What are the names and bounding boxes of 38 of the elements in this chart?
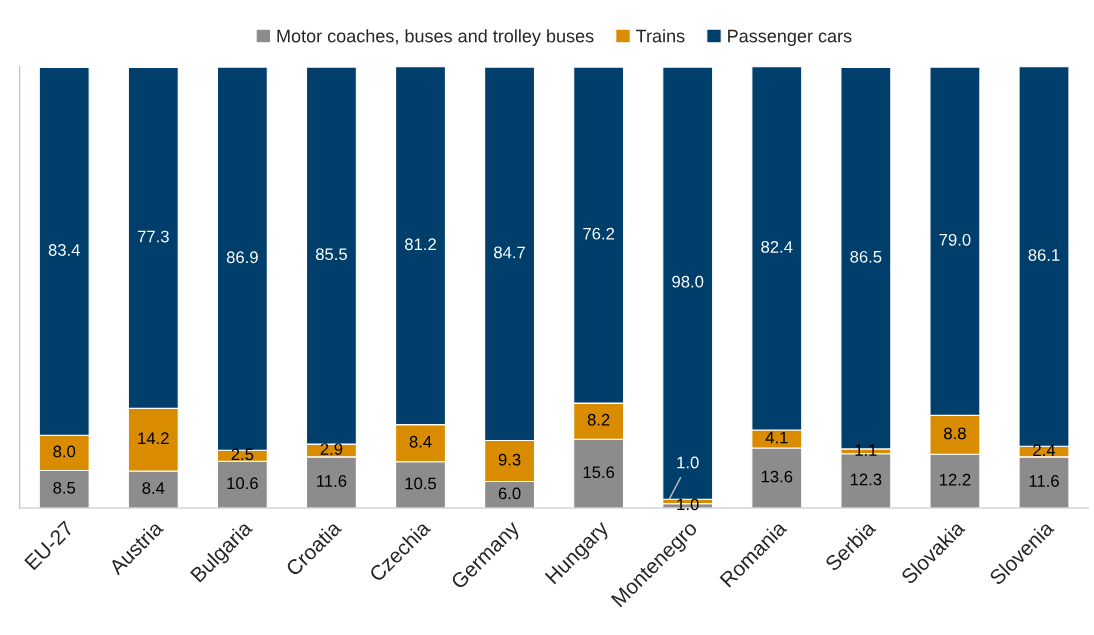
data-label: 2.9 xyxy=(320,443,343,455)
data-label: 2.4 xyxy=(1033,444,1056,456)
data-label: 11.6 xyxy=(1029,475,1059,487)
data-label: 9.3 xyxy=(498,453,521,466)
data-label: 2.5 xyxy=(231,448,254,461)
data-label: 82.4 xyxy=(761,240,793,253)
data-label: 83.4 xyxy=(48,244,80,256)
data-label: 8.4 xyxy=(142,482,165,494)
data-label: 8.4 xyxy=(409,435,432,448)
data-label: 8.0 xyxy=(53,445,76,458)
data-label: 13.6 xyxy=(761,470,793,483)
data-label: 86.1 xyxy=(1028,249,1060,261)
data-label: 8.8 xyxy=(944,427,966,440)
legend-label: Passenger cars xyxy=(728,29,852,47)
data-label: 12.3 xyxy=(850,473,882,486)
data-label: 6.0 xyxy=(498,487,521,500)
data-label: 10.6 xyxy=(227,477,258,490)
data-label: 85.5 xyxy=(315,248,347,261)
data-label: 77.3 xyxy=(137,230,169,243)
data-label: 15.6 xyxy=(583,466,615,479)
data-label: 86.9 xyxy=(226,251,258,264)
data-label: 12.2 xyxy=(939,473,971,486)
data-label: 8.2 xyxy=(587,413,610,426)
data-label: 11.6 xyxy=(317,475,347,487)
data-label: 76.2 xyxy=(583,227,615,240)
data-label: 8.5 xyxy=(53,481,76,494)
data-label: 4.1 xyxy=(765,431,788,444)
data-label: 79.0 xyxy=(939,233,971,246)
data-label: 14.2 xyxy=(138,432,169,444)
data-label: 84.7 xyxy=(494,246,525,259)
data-label: 10.5 xyxy=(405,477,437,490)
data-label: 81.2 xyxy=(405,238,436,251)
legend-label: Motor coaches, buses and trolley buses xyxy=(277,29,594,47)
bar xyxy=(662,66,714,500)
data-label: 86.5 xyxy=(850,250,882,263)
legend-label: Trains xyxy=(636,29,685,43)
data-label: 98.0 xyxy=(672,275,704,288)
data-label: 1.0 xyxy=(677,456,699,469)
